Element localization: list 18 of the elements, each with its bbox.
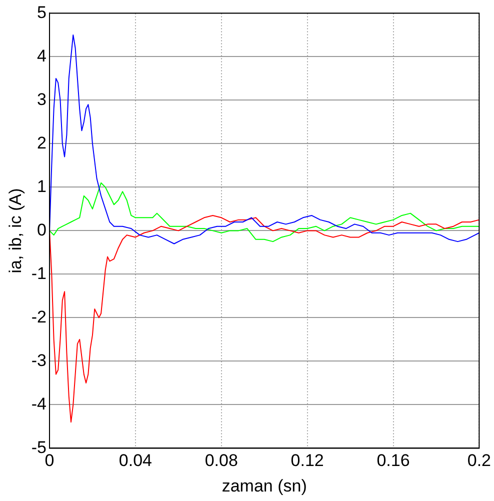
y-tick-label: 0 bbox=[37, 220, 47, 240]
x-tick-label: 0.2 bbox=[467, 451, 492, 470]
y-tick-label: 2 bbox=[37, 133, 47, 152]
y-tick-label: 1 bbox=[37, 176, 47, 196]
x-tick-label: 0.08 bbox=[204, 451, 238, 470]
y-tick-label: -4 bbox=[31, 394, 47, 414]
y-tick-label: -3 bbox=[31, 350, 47, 370]
y-tick-label: 5 bbox=[37, 2, 47, 22]
y-tick-label: 3 bbox=[37, 90, 47, 109]
y-tick-label: -5 bbox=[31, 438, 47, 457]
y-axis-title: ia, ib, ic (A) bbox=[6, 188, 25, 274]
y-tick-label: -1 bbox=[31, 264, 47, 283]
x-tick-label: 0.04 bbox=[118, 451, 152, 470]
x-axis-title: zaman (sn) bbox=[222, 476, 307, 496]
x-tick-label: 0.12 bbox=[290, 451, 324, 470]
y-tick-label: 4 bbox=[37, 46, 47, 66]
y-tick-label: -2 bbox=[31, 307, 47, 326]
x-tick-label: 0.16 bbox=[376, 451, 410, 470]
